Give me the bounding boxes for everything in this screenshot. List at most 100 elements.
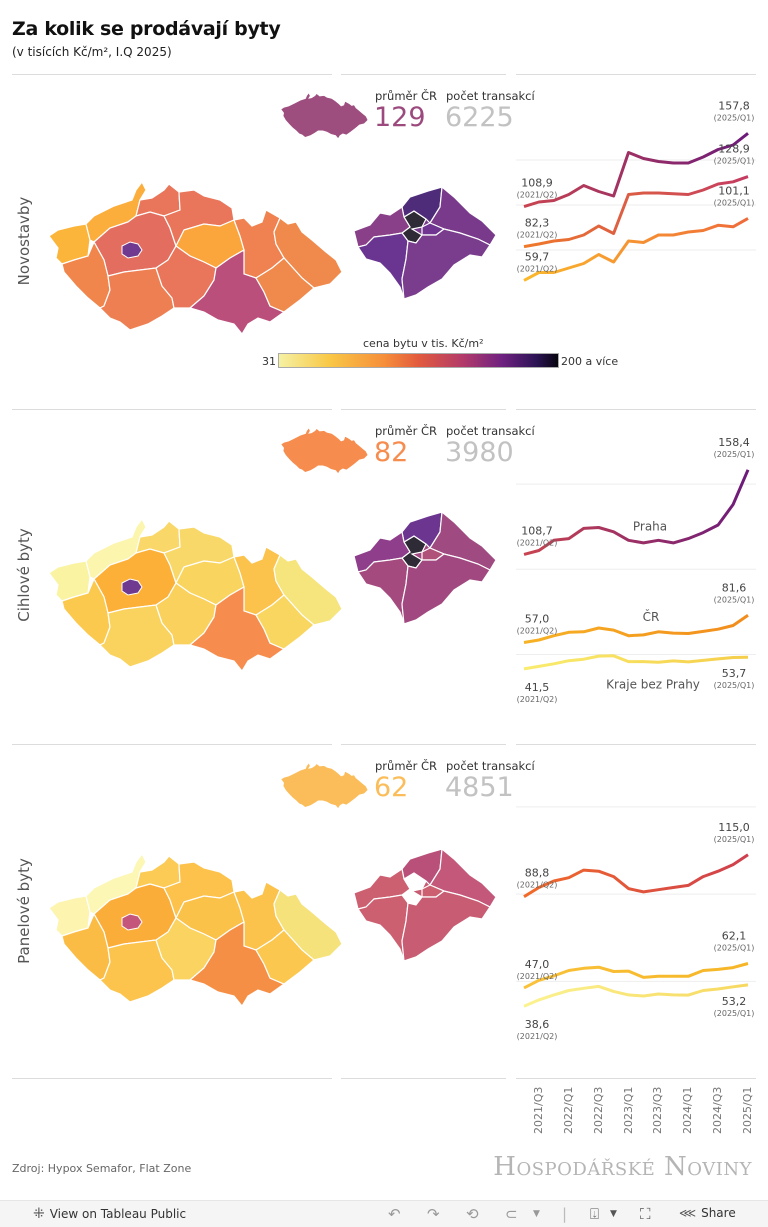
map-region[interactable] bbox=[98, 267, 175, 331]
brand-logo: Hospodářské Noviny bbox=[493, 1152, 752, 1182]
end-period-label: (2025/Q1) bbox=[714, 835, 755, 844]
x-tick-label: 2024/Q3 bbox=[711, 1086, 725, 1134]
series-label: Kraje bez Prahy bbox=[606, 677, 700, 691]
x-tick-label: 2021/Q3 bbox=[531, 1086, 545, 1134]
end-value-label: 81,6 bbox=[722, 581, 747, 594]
map-region[interactable] bbox=[255, 594, 315, 650]
end-value-label: 115,0 bbox=[718, 821, 750, 834]
series-label: ČR bbox=[643, 609, 660, 624]
series-label: Praha bbox=[633, 519, 667, 533]
end-value-label: 53,2 bbox=[722, 995, 747, 1008]
x-tick-label: 2024/Q1 bbox=[681, 1086, 695, 1134]
avg-value: 82 bbox=[374, 437, 409, 468]
end-period-label: (2025/Q1) bbox=[714, 943, 755, 952]
divider bbox=[516, 1078, 756, 1079]
series-line-praha[interactable] bbox=[523, 469, 750, 556]
cz-silhouette-icon bbox=[281, 763, 368, 809]
start-value-label: 38,6 bbox=[525, 1018, 550, 1031]
source-note: Zdroj: Hypox Semafor, Flat Zone bbox=[12, 1162, 192, 1175]
divider bbox=[12, 744, 332, 745]
start-period-label: (2021/Q2) bbox=[517, 627, 558, 636]
map-region[interactable] bbox=[98, 939, 175, 1003]
prague-district[interactable] bbox=[401, 553, 491, 625]
count-label: počet transakcí bbox=[446, 89, 535, 103]
avg-label: průměr ČR bbox=[375, 424, 437, 438]
share-label: Share bbox=[701, 1206, 736, 1220]
start-period-label: (2021/Q2) bbox=[517, 881, 558, 890]
revert-icon[interactable]: ⟲ bbox=[466, 1205, 479, 1223]
avg-label: průměr ČR bbox=[375, 89, 437, 103]
series-line-kraje-bez-prahy[interactable] bbox=[523, 217, 749, 282]
tableau-logo-icon: ⁜ bbox=[33, 1206, 45, 1222]
start-value-label: 57,0 bbox=[525, 613, 550, 626]
pause-icon[interactable]: ⊂ bbox=[505, 1205, 518, 1223]
share-button[interactable]: ⋘ Share bbox=[679, 1206, 736, 1220]
map-region[interactable] bbox=[255, 929, 315, 985]
map-region[interactable] bbox=[188, 585, 286, 673]
share-icon: ⋘ bbox=[679, 1206, 697, 1220]
map-region[interactable] bbox=[273, 554, 343, 626]
divider bbox=[516, 74, 756, 75]
end-value-label: 128,9 bbox=[718, 143, 750, 156]
series-line-praha[interactable] bbox=[523, 853, 749, 898]
redo-icon[interactable]: ↷ bbox=[427, 1205, 440, 1223]
count-label: počet transakcí bbox=[446, 424, 535, 438]
start-period-label: (2021/Q2) bbox=[517, 695, 558, 704]
end-period-label: (2025/Q1) bbox=[714, 595, 755, 604]
fullscreen-icon[interactable]: ⛶ bbox=[640, 1205, 651, 1223]
start-period-label: (2021/Q2) bbox=[517, 264, 558, 273]
start-period-label: (2021/Q2) bbox=[517, 191, 558, 200]
start-value-label: 47,0 bbox=[525, 958, 550, 971]
x-tick-label: 2025/Q1 bbox=[741, 1086, 754, 1134]
end-value-label: 157,8 bbox=[718, 99, 750, 112]
page-subtitle: (v tisících Kč/m², I.Q 2025) bbox=[12, 45, 172, 59]
color-legend-bar bbox=[278, 353, 559, 368]
start-value-label: 88,8 bbox=[525, 867, 550, 880]
legend-min: 31 bbox=[262, 355, 276, 368]
count-value: 3980 bbox=[445, 437, 514, 468]
divider bbox=[12, 1078, 332, 1079]
end-value-label: 53,7 bbox=[722, 667, 747, 680]
map-region[interactable] bbox=[98, 604, 175, 668]
divider bbox=[12, 74, 332, 75]
map-region-praha[interactable] bbox=[121, 241, 143, 259]
map-region[interactable] bbox=[273, 889, 343, 961]
start-value-label: 59,7 bbox=[525, 250, 550, 263]
start-value-label: 108,9 bbox=[521, 177, 553, 190]
map-region[interactable] bbox=[255, 257, 315, 313]
series-line-čr[interactable] bbox=[523, 962, 749, 990]
divider bbox=[516, 409, 756, 410]
map-region-praha[interactable] bbox=[121, 578, 143, 596]
map-region[interactable] bbox=[188, 920, 286, 1008]
prague-districts-map bbox=[353, 847, 497, 962]
end-period-label: (2025/Q1) bbox=[714, 157, 755, 166]
download-icon[interactable]: ⍗ bbox=[590, 1205, 600, 1223]
chevron-down-icon[interactable]: ▼ bbox=[533, 1209, 540, 1219]
series-line-kraje-bez-prahy[interactable] bbox=[523, 983, 749, 1008]
prague-district[interactable] bbox=[401, 890, 491, 962]
series-line-čr[interactable] bbox=[523, 614, 749, 644]
series-line-kraje-bez-prahy[interactable] bbox=[523, 654, 749, 671]
undo-icon[interactable]: ↶ bbox=[388, 1205, 401, 1223]
divider bbox=[516, 744, 756, 745]
start-value-label: 41,5 bbox=[525, 681, 550, 694]
chevron-down-icon[interactable]: ▼ bbox=[610, 1209, 617, 1219]
map-region-praha[interactable] bbox=[121, 913, 143, 931]
prague-district[interactable] bbox=[401, 228, 491, 300]
end-period-label: (2025/Q1) bbox=[714, 1009, 755, 1018]
series-line-praha[interactable] bbox=[523, 132, 749, 209]
series-line-čr[interactable] bbox=[523, 175, 749, 249]
end-period-label: (2025/Q1) bbox=[714, 198, 755, 207]
avg-value: 62 bbox=[374, 772, 409, 803]
end-value-label: 101,1 bbox=[718, 184, 750, 197]
count-value: 6225 bbox=[445, 102, 514, 133]
map-region[interactable] bbox=[188, 248, 286, 336]
start-value-label: 108,7 bbox=[521, 524, 553, 537]
x-tick-label: 2022/Q1 bbox=[561, 1086, 575, 1134]
cz-regions-map bbox=[48, 180, 343, 336]
view-on-tableau-button[interactable]: ⁜ View on Tableau Public bbox=[33, 1206, 186, 1222]
map-region[interactable] bbox=[273, 217, 343, 289]
count-label: počet transakcí bbox=[446, 759, 535, 773]
count-value: 4851 bbox=[445, 772, 514, 803]
end-period-label: (2025/Q1) bbox=[714, 113, 755, 122]
